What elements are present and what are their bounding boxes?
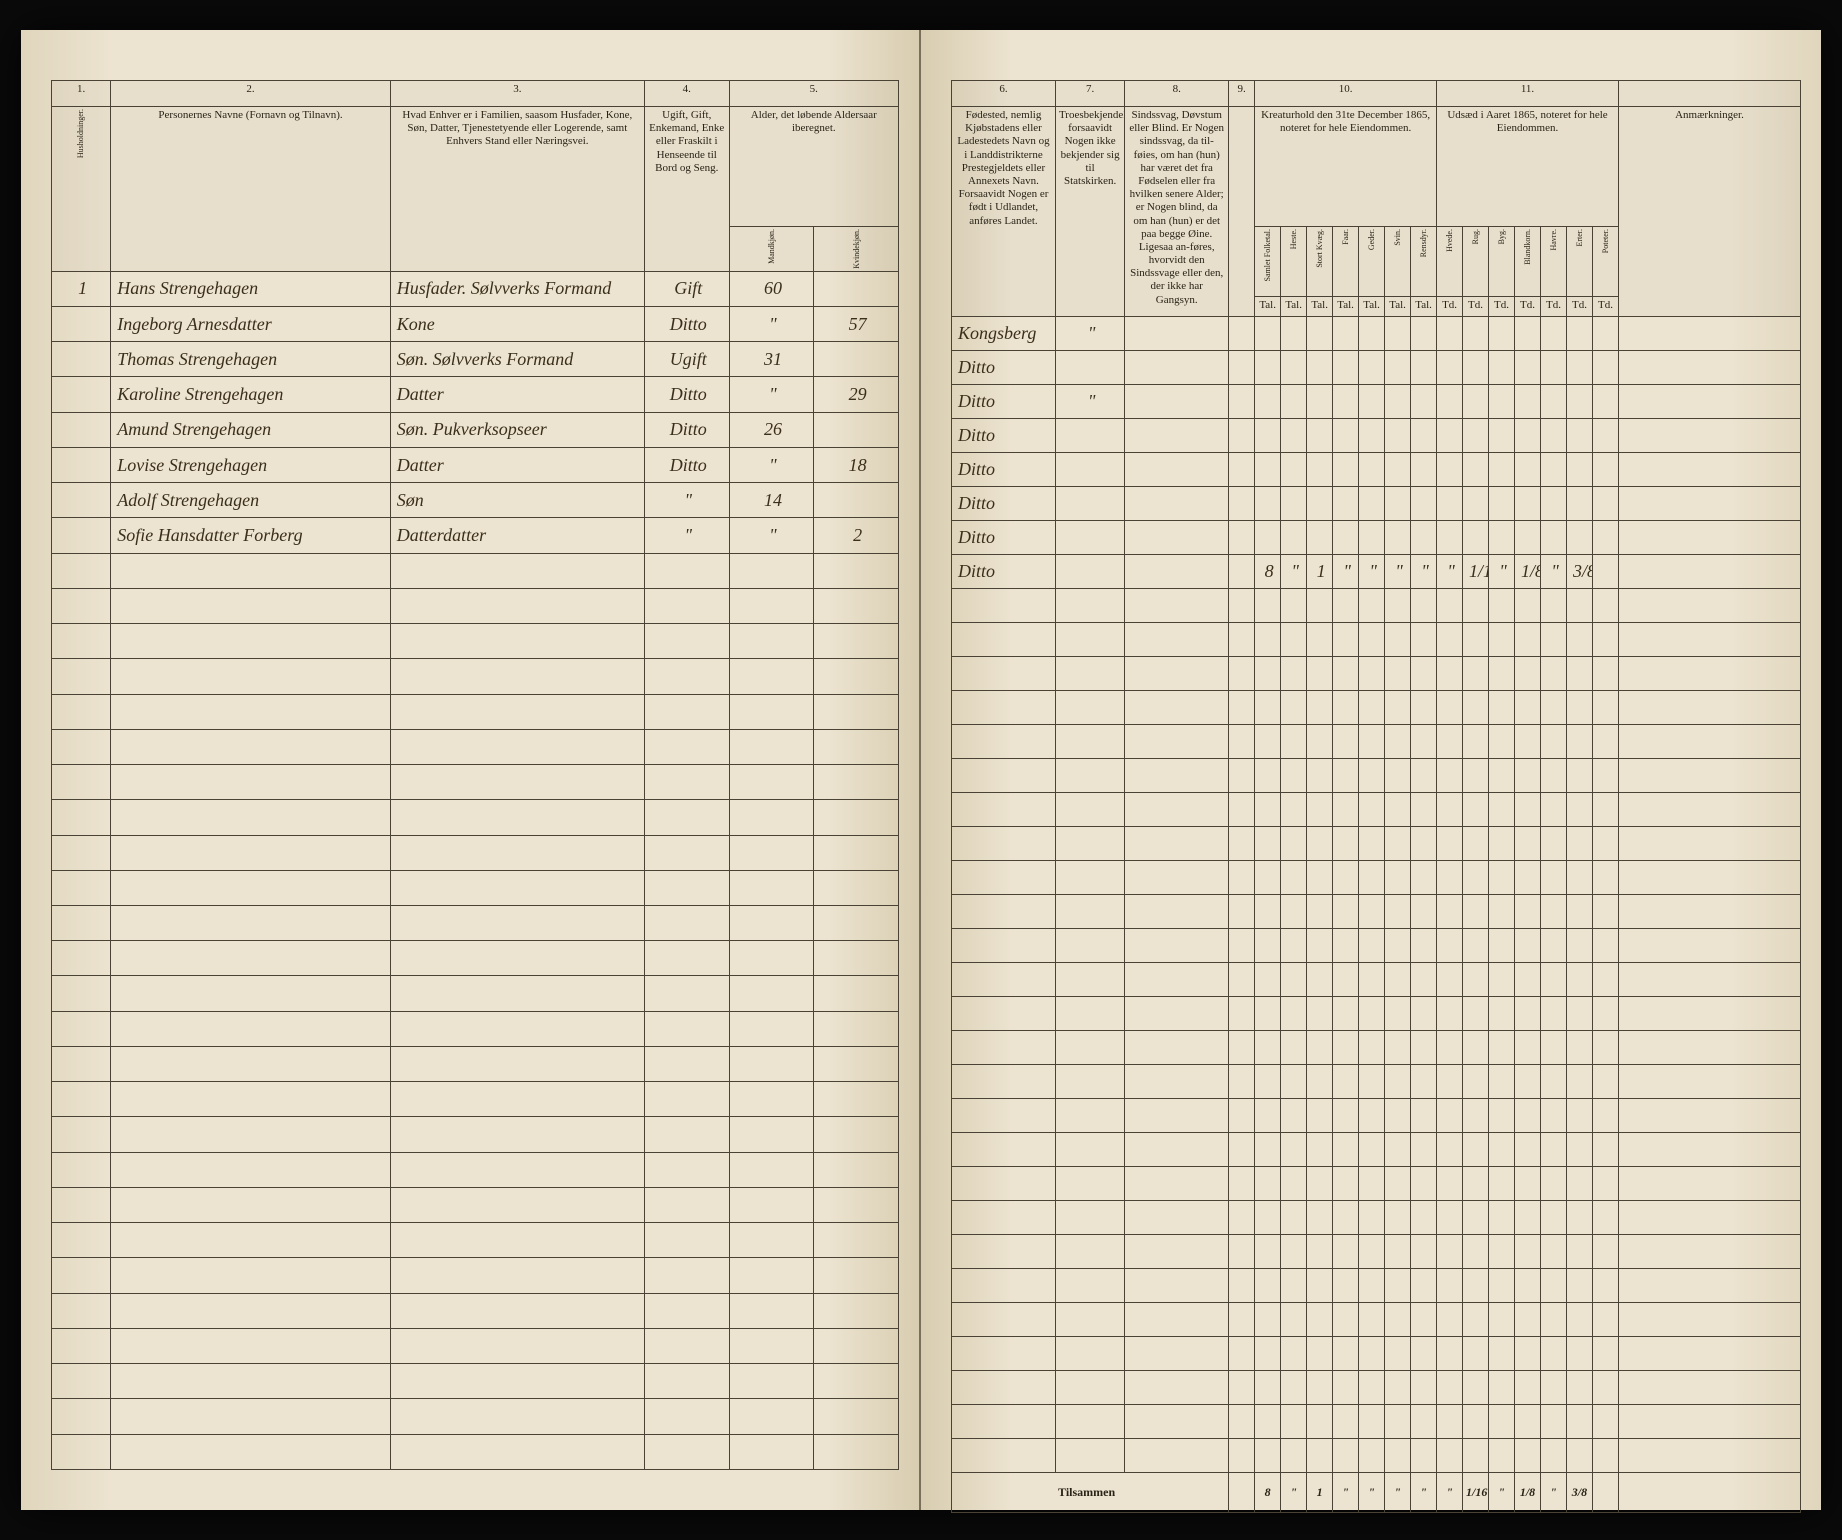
col-7-num: 7. bbox=[1055, 81, 1124, 107]
col-5b-head: Kvindekjøn. bbox=[814, 227, 899, 272]
col-2-head: Personernes Navne (Fornavn og Tilnavn). bbox=[111, 107, 391, 272]
col-4-head: Ugift, Gift, Enkemand, Enke eller Fraski… bbox=[644, 107, 729, 272]
col-4-num: 4. bbox=[644, 81, 729, 107]
census-ledger: 1. 2. 3. 4. 5. Husholdninger. Personerne… bbox=[21, 30, 1821, 1510]
col-6-head: Fødested, nemlig Kjøbstadens eller Lades… bbox=[952, 107, 1056, 317]
cell-no: 1 bbox=[52, 271, 111, 306]
left-page: 1. 2. 3. 4. 5. Husholdninger. Personerne… bbox=[21, 30, 921, 1510]
col-5-num: 5. bbox=[729, 81, 898, 107]
col-12-num bbox=[1618, 81, 1800, 107]
col-8-head: Sindssvag, Døvstum eller Blind. Er Nogen… bbox=[1125, 107, 1229, 317]
footer-label: Tilsammen bbox=[952, 1473, 1229, 1513]
col-8-num: 8. bbox=[1125, 81, 1229, 107]
col-11-num: 11. bbox=[1437, 81, 1619, 107]
col-5a-head: Mandkjøn. bbox=[729, 227, 814, 272]
cell-name: Hans Strengehagen bbox=[111, 271, 391, 306]
col-1-num: 1. bbox=[52, 81, 111, 107]
cell-agef bbox=[814, 271, 899, 306]
cell-rel: Husfader. Sølvverks Formand bbox=[390, 271, 644, 306]
left-table: 1. 2. 3. 4. 5. Husholdninger. Personerne… bbox=[51, 80, 899, 1470]
col-10-num: 10. bbox=[1255, 81, 1437, 107]
col-5-head: Alder, det løbende Aldersaar iberegnet. bbox=[729, 107, 898, 227]
col-6-num: 6. bbox=[952, 81, 1056, 107]
right-page: 6. 7. 8. 9. 10. 11. Fødested, nemlig Kjø… bbox=[921, 30, 1821, 1510]
col-3-num: 3. bbox=[390, 81, 644, 107]
col-10-head: Kreaturhold den 31te December 1865, note… bbox=[1255, 107, 1437, 227]
left-body: 1Hans StrengehagenHusfader. Sølvverks Fo… bbox=[52, 271, 899, 1469]
col-9-head bbox=[1229, 107, 1255, 317]
col-12-head: Anmærkninger. bbox=[1618, 107, 1800, 317]
col-1-head: Husholdninger. bbox=[52, 107, 111, 272]
col-7-head: Troesbekjendelse, forsaavidt Nogen ikke … bbox=[1055, 107, 1124, 317]
col-11-head: Udsæd i Aaret 1865, noteret for hele Eie… bbox=[1437, 107, 1619, 227]
footer-row: Tilsammen 8 " 1 " " " " " 1/16 " 1/8 " 3… bbox=[952, 1473, 1801, 1513]
right-body: Kongsberg" Ditto Ditto" Ditto Ditto Ditt… bbox=[952, 317, 1801, 1513]
col-2-num: 2. bbox=[111, 81, 391, 107]
col-3-head: Hvad Enhver er i Familien, saasom Husfad… bbox=[390, 107, 644, 272]
cell-agem: 60 bbox=[729, 271, 814, 306]
right-table: 6. 7. 8. 9. 10. 11. Fødested, nemlig Kjø… bbox=[951, 80, 1801, 1513]
cell-civil: Gift bbox=[644, 271, 729, 306]
col-9-num: 9. bbox=[1229, 81, 1255, 107]
